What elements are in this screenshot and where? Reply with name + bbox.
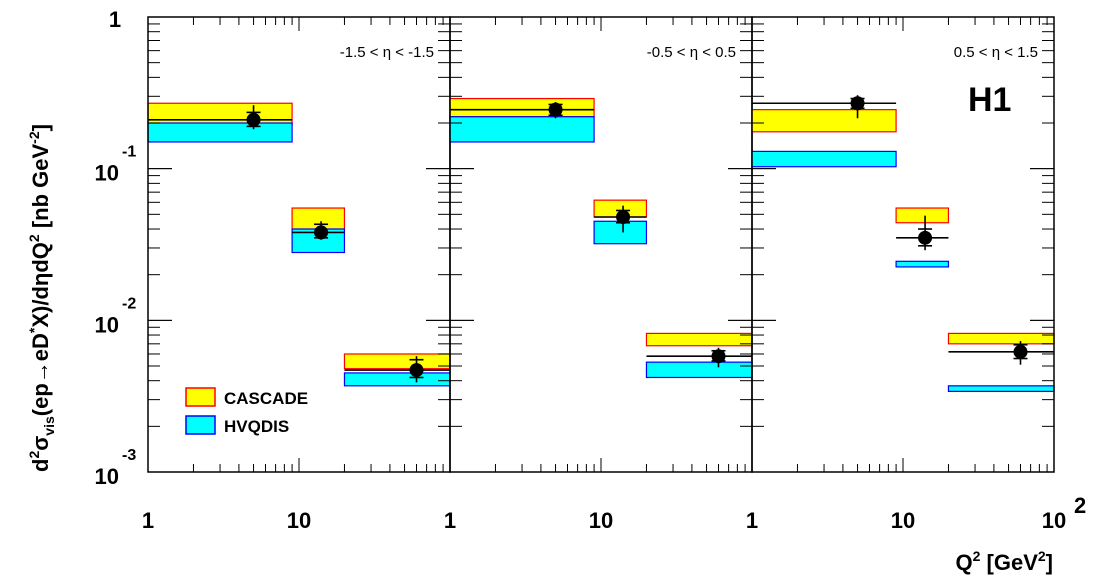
panel-frame	[449, 16, 753, 473]
hvqdis-band	[449, 116, 595, 143]
data-point	[918, 230, 933, 245]
y-tick-base: 1	[109, 7, 121, 32]
cascade-band	[147, 102, 293, 126]
x-tick-base: 10	[589, 508, 613, 533]
data-point	[548, 102, 563, 117]
x-axis-title: Q2 [GeV2]	[955, 548, 1053, 575]
x-tick-label: 1	[444, 508, 456, 533]
hvqdis-band	[343, 372, 451, 387]
x-tick-label: 10	[891, 508, 915, 533]
data-point	[850, 96, 865, 111]
legend-swatch	[185, 387, 216, 407]
x-tick-label: 1	[746, 508, 758, 533]
y-tick-exponent: -1	[122, 144, 136, 161]
legend-label: HVQDIS	[224, 417, 289, 436]
cascade-band	[343, 353, 451, 370]
data-point	[1013, 344, 1028, 359]
y-tick-base: 10	[95, 464, 119, 489]
hvqdis-band	[593, 220, 648, 245]
y-tick-exponent: -2	[122, 295, 136, 312]
hvqdis-band	[147, 122, 293, 143]
eta-range-label: -0.5 < η < 0.5	[647, 44, 736, 61]
data-point	[314, 225, 329, 240]
hvqdis-band	[947, 385, 1055, 392]
y-axis-labels: 110-110-210-3	[95, 7, 137, 489]
legend-item-hvqdis: HVQDIS	[185, 415, 289, 436]
panels-layer: -1.5 < η < -1.5 -0.5 < η < 0.5 0.5 < η < 1…	[147, 16, 1055, 473]
y-tick-base: 10	[95, 161, 119, 186]
y-tick-label: 10-3	[95, 447, 137, 489]
x-tick-label: 10	[287, 508, 311, 533]
hvqdis-band	[645, 361, 753, 379]
x-tick-base: 10	[891, 508, 915, 533]
x-tick-label: 10 2	[1042, 493, 1086, 533]
cascade-band	[645, 332, 753, 347]
y-tick-label: 10-2	[95, 295, 137, 337]
data-point	[409, 363, 424, 378]
x-tick-base: 1	[142, 508, 154, 533]
legend-swatch	[185, 415, 216, 435]
data-point	[616, 210, 631, 225]
eta-range-label: 0.5 < η < 1.5	[954, 44, 1038, 61]
experiment-label: H1	[968, 81, 1011, 119]
x-tick-base: 1	[444, 508, 456, 533]
y-axis-title: d2σvis(ep→eD*X)/dηdQ2 [nb GeV-2]	[26, 124, 57, 472]
x-tick-base: 10	[287, 508, 311, 533]
cascade-band	[291, 207, 346, 230]
x-tick-label: 10	[589, 508, 613, 533]
hvqdis-band	[895, 260, 950, 268]
eta-range-label: -1.5 < η < -1.5	[340, 44, 434, 61]
legend: CASCADE HVQDIS	[185, 387, 308, 436]
x-tick-label: 1	[142, 508, 154, 533]
legend-label: CASCADE	[224, 389, 308, 408]
cascade-band	[947, 332, 1055, 345]
x-tick-base: 10	[1042, 508, 1066, 533]
x-tick-base: 1	[746, 508, 758, 533]
y-axis-title-text: d2σvis(ep→eD*X)/dηdQ2 [nb GeV-2]	[26, 124, 57, 472]
legend-item-cascade: CASCADE	[185, 387, 308, 408]
panel-1: -1.5 < η < -1.5	[147, 16, 451, 473]
y-tick-label: 1	[109, 7, 121, 32]
cascade-band	[895, 207, 950, 224]
y-tick-base: 10	[95, 312, 119, 337]
x-tick-exponent: 2	[1074, 493, 1086, 518]
hvqdis-band	[751, 150, 897, 168]
panel-2: -0.5 < η < 0.5	[449, 16, 753, 473]
y-tick-exponent: -3	[122, 447, 136, 464]
data-point	[246, 112, 261, 127]
y-tick-label: 10-1	[95, 144, 137, 186]
data-point	[711, 349, 726, 364]
x-axis-labels: 1 10 1 10 1 10 10 2	[142, 493, 1086, 533]
x-axis-title-text: Q2 [GeV2]	[955, 548, 1053, 575]
cascade-band	[449, 97, 595, 118]
panel-3: 0.5 < η < 1.5	[751, 16, 1055, 473]
cascade-band	[751, 109, 897, 133]
